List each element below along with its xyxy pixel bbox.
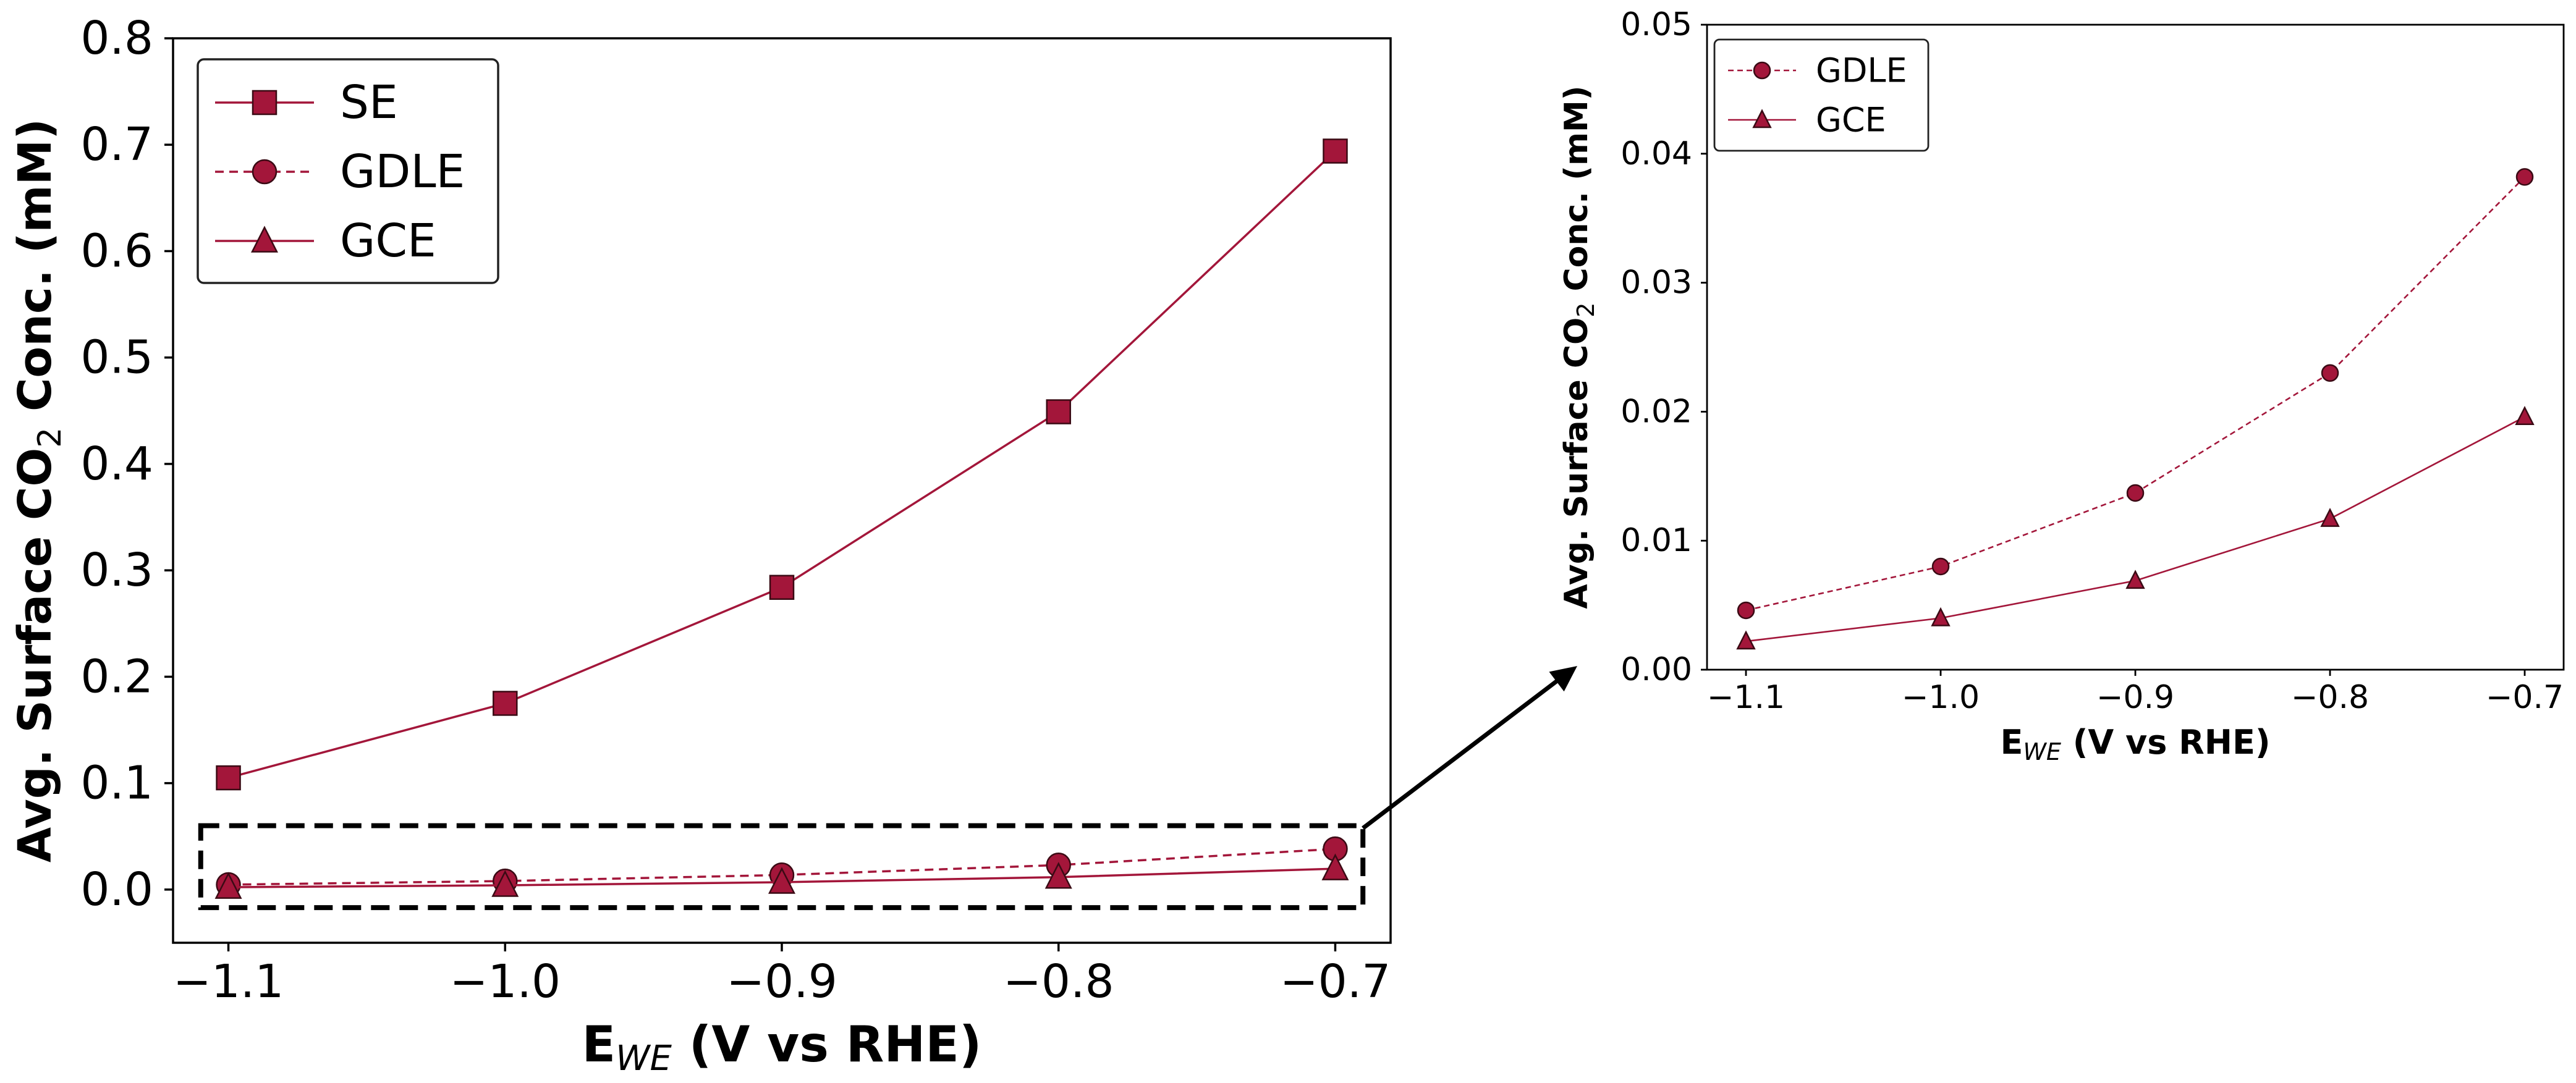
series-gce-point <box>1736 630 1756 650</box>
legend-marker <box>252 90 278 116</box>
y-tick-label: 0.2 <box>80 650 153 703</box>
legend-marker <box>252 159 278 185</box>
x-axis-label-main: E <box>2000 723 2023 762</box>
x-tick-label: −1.1 <box>1707 679 1785 716</box>
y-tick-label: 0.04 <box>1621 135 1692 172</box>
series-gce-point <box>2320 507 2340 527</box>
legend-label: GDLE <box>340 145 465 198</box>
series-gce-point <box>2515 406 2535 425</box>
series-gce-point <box>768 867 795 894</box>
x-axis-label-sub: WE <box>616 1039 672 1079</box>
series-gdle-point <box>2321 364 2339 382</box>
zoom-box <box>198 823 1366 911</box>
y-axis-label-main: Avg. Surface CO <box>1558 318 1595 609</box>
zoom-connector <box>198 666 1577 911</box>
main-chart: −1.1 −1.0 −0.9 −0.8 −0.7 0.0 0.1 0.2 0.3 0.4 0.5 0.… <box>9 12 1392 1079</box>
x-tick-label: −0.7 <box>1280 955 1391 1008</box>
y-axis-label-main: Avg. Surface CO <box>9 448 62 862</box>
legend-label: SE <box>340 76 398 129</box>
y-axis-label-rest: Conc. (mM) <box>9 119 62 428</box>
y-tick-label: 0.8 <box>80 12 153 65</box>
y-tick-label: 0.05 <box>1621 6 1692 43</box>
x-tick-label: −0.9 <box>726 955 837 1008</box>
series-se-point <box>1323 138 1348 164</box>
x-tick-label: −1.0 <box>449 955 561 1008</box>
series-gdle-point <box>2515 168 2534 186</box>
series-gce <box>214 853 1349 899</box>
x-axis-label-sub: WE <box>2023 738 2061 765</box>
x-tick-label: −0.8 <box>1003 955 1114 1008</box>
inset-chart: −1.1 −1.0 −0.9 −0.8 −0.7 0.00 0.01 0.02 0.03 0.04… <box>1558 6 2565 765</box>
legend-label: GDLE <box>1816 51 1907 90</box>
series-gce-point <box>1931 607 1951 626</box>
y-axis-label-rest: Conc. (mM) <box>1558 85 1595 302</box>
y-tick-label: 0.4 <box>80 437 153 491</box>
legend-marker <box>251 225 278 253</box>
x-axis-label-main: E <box>582 1016 616 1073</box>
series-gdle-point <box>2126 484 2145 502</box>
y-tick-label: 0.01 <box>1621 522 1692 559</box>
series-se <box>216 138 1348 791</box>
y-tick-label: 0.1 <box>80 757 153 810</box>
y-axis-label-sub: 2 <box>32 428 69 448</box>
y-tick-label: 0.02 <box>1621 393 1692 430</box>
series-se-point <box>1046 399 1071 424</box>
y-tick-label: 0.00 <box>1621 651 1692 688</box>
y-axis-label: Avg. Surface CO2 Conc. (mM) <box>9 119 69 862</box>
y-tick-label: 0.7 <box>80 118 153 171</box>
series-gdle-line <box>1745 176 2525 612</box>
series-gdle-point <box>1931 557 1950 576</box>
series-gce-point <box>214 872 242 899</box>
zoom-arrow-head <box>1549 666 1577 692</box>
x-tick-label: −1.0 <box>1902 679 1980 716</box>
x-tick-label: −1.1 <box>173 955 284 1008</box>
series-gdle-point <box>1737 601 1755 620</box>
x-axis-label-rest: (V vs RHE) <box>2061 723 2271 762</box>
x-tick-label: −0.9 <box>2096 679 2174 716</box>
series-gce <box>1736 406 2535 650</box>
series-se-point <box>216 765 241 791</box>
legend-label: GCE <box>340 214 436 268</box>
series-se-point <box>769 575 795 600</box>
y-axis-label: Avg. Surface CO2 Conc. (mM) <box>1558 85 1599 609</box>
y-tick-label: 0.6 <box>80 224 153 277</box>
series-gdle <box>1737 168 2534 620</box>
legend: GDLE GCE <box>1713 38 1930 152</box>
zoom-arrow-shaft <box>1362 674 1566 830</box>
y-tick-label: 0.03 <box>1621 264 1692 301</box>
legend-box <box>197 58 499 284</box>
legend-marker <box>1753 61 1771 80</box>
y-tick-label: 0.5 <box>80 331 153 384</box>
series-gce-point <box>491 870 519 897</box>
x-axis-label-rest: (V vs RHE) <box>672 1016 982 1073</box>
y-tick-label: 0.0 <box>80 863 153 916</box>
x-axis-label: EWE (V vs RHE) <box>582 1016 982 1079</box>
legend-marker <box>1752 109 1772 129</box>
x-axis-label: EWE (V vs RHE) <box>2000 723 2270 765</box>
y-tick-label: 0.3 <box>80 544 153 597</box>
series-gce-point <box>1044 862 1072 889</box>
series-gce-point <box>1321 853 1349 880</box>
x-tick-label: −0.7 <box>2486 679 2564 716</box>
x-tick-label: −0.8 <box>2291 679 2369 716</box>
series-gce-line <box>1745 416 2525 643</box>
series-se-point <box>493 691 518 716</box>
legend-label: GCE <box>1816 101 1886 140</box>
legend: SE GDLE GCE <box>197 58 499 284</box>
series-gce-point <box>2125 570 2145 589</box>
y-axis-label-sub: 2 <box>1572 303 1599 318</box>
